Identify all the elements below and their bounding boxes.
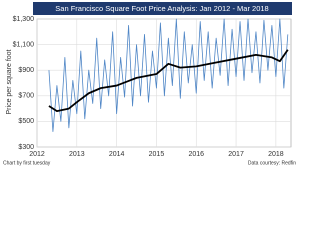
y-tick-label: $500 (18, 118, 34, 125)
x-tick-label: 2015 (149, 151, 165, 158)
x-tick-label: 2012 (29, 151, 45, 158)
chart-title: San Francisco Square Foot Price Analysis… (55, 4, 268, 13)
daily-price-line (48, 18, 289, 133)
x-tick-label: 2018 (268, 151, 284, 158)
title-bar (33, 2, 292, 15)
y-tick-label: $300 (18, 144, 34, 151)
x-tick-label: 2014 (109, 151, 125, 158)
chart: San Francisco Square Foot Price Analysis… (3, 2, 296, 166)
x-tick-label: 2016 (188, 151, 204, 158)
footer-left: Chart by first tuesday (3, 160, 51, 166)
y-tick-label: $700 (18, 93, 34, 100)
y-axis-label: Price per square foot (6, 49, 13, 114)
footer-right: Data courtesy: Redfin (248, 160, 296, 166)
y-tick-label: $1,100 (13, 41, 35, 48)
y-tick-label: $900 (18, 67, 34, 74)
average-price-line (48, 49, 289, 113)
x-tick-label: 2013 (69, 151, 85, 158)
y-tick-label: $1,300 (13, 16, 35, 23)
x-tick-label: 2017 (228, 151, 244, 158)
